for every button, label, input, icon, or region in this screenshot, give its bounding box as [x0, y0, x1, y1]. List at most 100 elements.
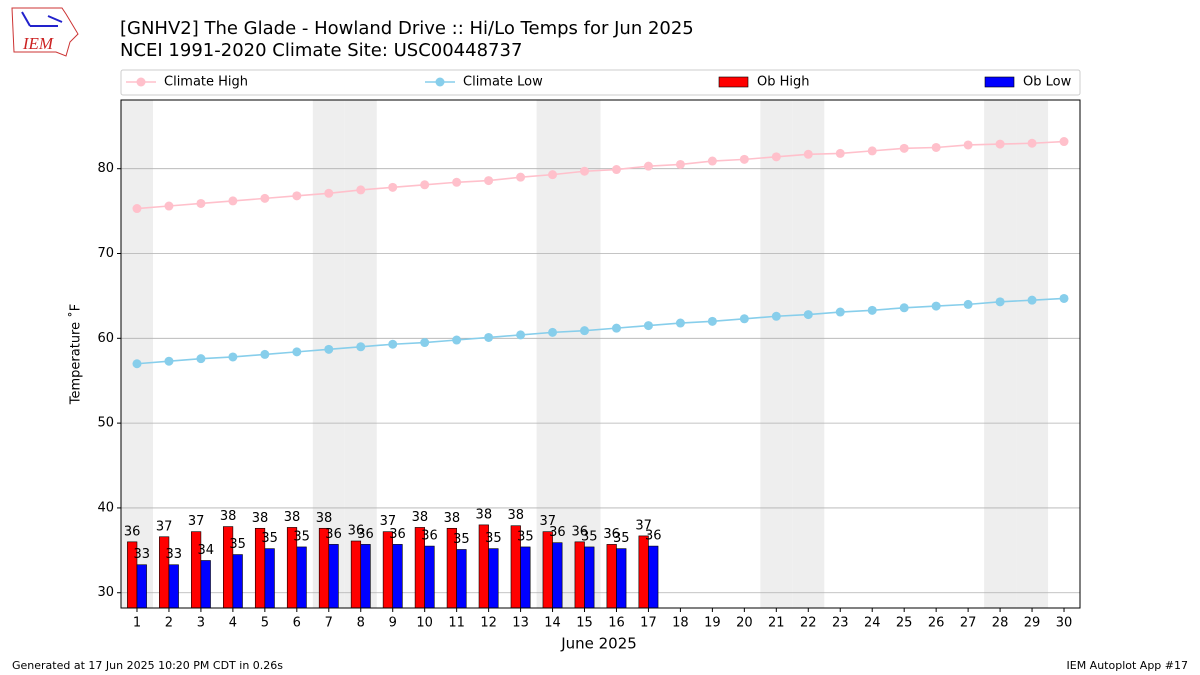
y-tick-label: 40: [97, 500, 114, 515]
series-marker: [739, 314, 749, 324]
series-marker: [803, 149, 813, 159]
series-marker: [164, 356, 174, 366]
series-marker: [260, 193, 270, 203]
series-marker: [835, 148, 845, 158]
bar-value-label: 38: [284, 510, 301, 525]
weekend-shade: [792, 100, 825, 608]
series-marker: [867, 146, 877, 156]
weekend-shade: [344, 100, 377, 608]
series-marker: [963, 140, 973, 150]
bar-value-label: 37: [380, 514, 397, 529]
bar-value-label: 36: [357, 527, 374, 542]
legend-label: Climate High: [164, 75, 248, 90]
bar-value-label: 35: [517, 529, 534, 544]
series-marker: [420, 180, 430, 190]
series-marker: [228, 352, 238, 362]
x-tick-label: 2: [165, 616, 173, 631]
series-marker: [580, 326, 590, 336]
series-marker: [931, 142, 941, 152]
series-marker: [516, 330, 526, 340]
series-line: [136, 297, 1065, 365]
y-axis-label: Temperature ˚F: [68, 304, 84, 405]
x-tick-label: 3: [197, 616, 205, 631]
series-marker: [707, 156, 717, 166]
bar-value-label: 36: [549, 525, 566, 540]
bar-value-label: 38: [252, 511, 269, 526]
bar-value-label: 38: [476, 507, 493, 522]
logo: IEM: [11, 7, 79, 57]
x-tick-label: 16: [608, 616, 625, 631]
bar: [424, 545, 435, 609]
series-marker: [324, 188, 334, 198]
series-marker: [1027, 295, 1037, 305]
x-tick-label: 19: [704, 616, 721, 631]
x-axis-label: June 2025: [560, 635, 637, 653]
series-marker: [611, 323, 621, 333]
bar: [648, 545, 659, 609]
logo-text: IEM: [22, 34, 54, 53]
series-marker: [548, 327, 558, 337]
x-tick-label: 26: [928, 616, 945, 631]
bar: [616, 548, 627, 609]
bar: [552, 542, 563, 609]
series-marker: [196, 354, 206, 364]
logo-outline: [11, 7, 79, 57]
series-marker: [260, 349, 270, 359]
bar: [638, 535, 649, 609]
series-marker: [292, 347, 302, 357]
series-marker: [675, 318, 685, 328]
x-tick-label: 9: [389, 616, 397, 631]
series-marker: [196, 198, 206, 208]
series-marker: [771, 311, 781, 321]
bar-value-label: 38: [508, 508, 525, 523]
bar: [606, 544, 617, 609]
series-marker: [643, 321, 653, 331]
x-tick-label: 7: [325, 616, 333, 631]
series-marker: [771, 152, 781, 162]
weekend-shade: [1016, 100, 1049, 608]
legend-swatch: [984, 76, 1015, 88]
bar-value-label: 37: [539, 514, 556, 529]
bar-value-label: 33: [134, 547, 151, 562]
bar-value-label: 37: [188, 514, 205, 529]
series-marker: [164, 201, 174, 211]
series-marker: [420, 338, 430, 348]
x-tick-label: 17: [640, 616, 657, 631]
x-tick-label: 24: [864, 616, 881, 631]
bar: [456, 549, 467, 609]
bar-value-label: 36: [603, 527, 620, 542]
x-tick-label: 8: [357, 616, 365, 631]
bar: [584, 546, 595, 609]
series-marker: [452, 335, 462, 345]
bar-value-label: 37: [156, 519, 173, 534]
bar: [542, 531, 553, 609]
series-marker: [899, 303, 909, 313]
x-tick-label: 29: [1024, 616, 1041, 631]
series-marker: [356, 342, 366, 352]
series-marker: [1027, 138, 1037, 148]
series-marker: [1059, 293, 1069, 303]
bar-value-label: 38: [412, 510, 429, 525]
x-tick-label: 23: [832, 616, 849, 631]
bar-value-label: 36: [348, 524, 365, 539]
bar-value-label: 36: [645, 529, 662, 544]
series-marker: [452, 177, 462, 187]
weekend-shade: [536, 100, 569, 608]
weekend-shade: [312, 100, 345, 608]
bar-value-label: 36: [124, 524, 141, 539]
bar-value-label: 38: [220, 509, 237, 524]
y-tick-label: 60: [97, 331, 114, 346]
weekend-shade: [984, 100, 1017, 608]
x-tick-label: 22: [800, 616, 817, 631]
series-line: [136, 140, 1065, 210]
x-tick-label: 10: [416, 616, 433, 631]
y-tick-label: 50: [97, 416, 114, 431]
series-marker: [835, 307, 845, 317]
legend-swatch: [718, 76, 749, 88]
x-tick-label: 25: [896, 616, 913, 631]
weekend-shade: [121, 100, 153, 608]
series-marker: [292, 191, 302, 201]
bar-value-label: 36: [421, 529, 438, 544]
bar-value-label: 36: [571, 524, 588, 539]
